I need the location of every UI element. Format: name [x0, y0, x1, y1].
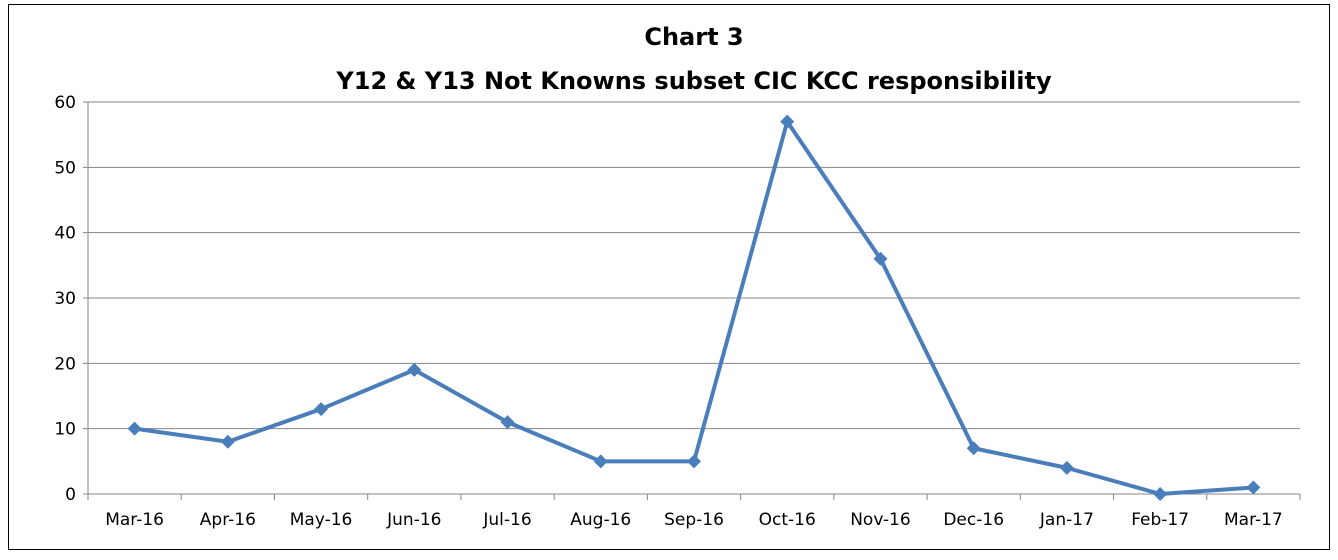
x-tick-label: Aug-16	[570, 510, 631, 530]
y-tick-label: 0	[65, 485, 76, 505]
marker	[314, 402, 329, 417]
marker	[220, 434, 235, 449]
x-tick-label: Mar-16	[105, 510, 164, 530]
y-tick-label: 40	[54, 224, 76, 244]
x-tick-label: Jul-16	[482, 510, 531, 530]
marker	[1059, 460, 1074, 475]
marker	[687, 454, 701, 469]
x-tick-label: Mar-17	[1224, 510, 1283, 530]
x-tick-label: Apr-16	[200, 510, 256, 530]
marker	[593, 454, 608, 469]
y-tick-label: 50	[54, 158, 76, 178]
x-tick-label: Sep-16	[664, 510, 724, 530]
marker	[966, 441, 981, 456]
y-tick-label: 20	[54, 354, 76, 374]
chart-subtitle: Y12 & Y13 Not Knowns subset CIC KCC resp…	[335, 67, 1052, 95]
y-tick-label: 30	[54, 289, 76, 309]
x-tick-label: Oct-16	[759, 510, 816, 530]
chart-border	[8, 4, 1330, 550]
marker	[500, 415, 515, 430]
marker	[127, 421, 142, 436]
x-tick-label: Nov-16	[850, 510, 911, 530]
x-tick-label: Dec-16	[943, 510, 1004, 530]
marker	[1246, 480, 1261, 495]
x-tick-label: Feb-17	[1131, 510, 1189, 530]
x-tick-label: May-16	[290, 510, 353, 530]
marker	[873, 251, 888, 266]
chart-title: Chart 3	[644, 23, 743, 51]
marker	[780, 114, 795, 129]
marker	[1153, 487, 1168, 501]
marker	[407, 362, 422, 377]
x-tick-label: Jun-16	[386, 510, 441, 530]
y-tick-label: 60	[54, 93, 76, 113]
x-tick-label: Jan-17	[1039, 510, 1094, 530]
y-tick-label: 10	[54, 420, 76, 440]
